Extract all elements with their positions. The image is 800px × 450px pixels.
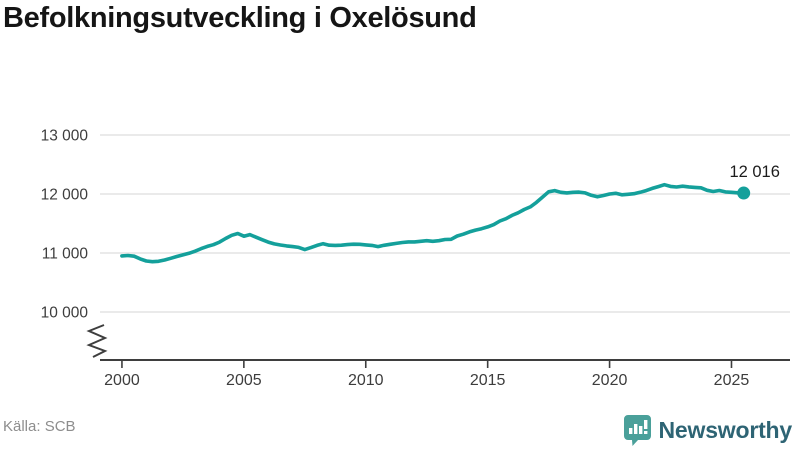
x-tick-label: 2015: [470, 372, 506, 389]
y-tick-label: 11 000: [42, 246, 89, 263]
population-line: [120, 182, 746, 264]
endpoint-dot: [737, 186, 751, 200]
newsworthy-logo: Newsworthy: [623, 414, 792, 446]
x-tick-label: 2010: [348, 372, 384, 389]
x-tick-label: 2025: [714, 372, 750, 389]
x-tick-label: 2000: [104, 372, 140, 389]
chart-title: Befolkningsutveckling i Oxelösund: [3, 2, 477, 34]
y-tick-label: 13 000: [41, 128, 89, 145]
x-tick-label: 2005: [226, 372, 262, 389]
x-tick-label: 2020: [592, 372, 628, 389]
endpoint-value-label: 12 016: [729, 163, 779, 181]
axis-break-icon: [86, 324, 108, 358]
y-tick-label: 12 000: [41, 187, 89, 204]
brand-wordmark: Newsworthy: [658, 416, 793, 443]
source-label: Källa: SCB: [3, 418, 76, 435]
y-tick-label: 10 000: [41, 305, 89, 322]
newsworthy-logo-icon: [623, 415, 651, 446]
